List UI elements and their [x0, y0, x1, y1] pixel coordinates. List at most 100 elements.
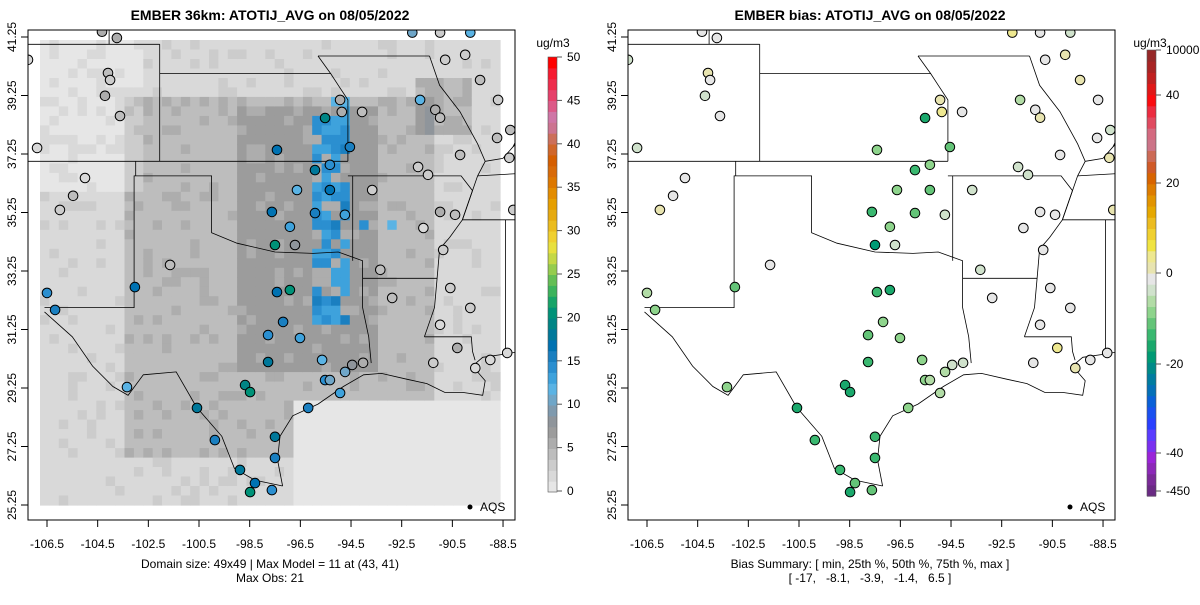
- model-cell: [180, 419, 191, 430]
- model-cell: [340, 163, 351, 174]
- model-cell: [340, 334, 351, 345]
- model-cell: [321, 448, 332, 459]
- model-cell: [312, 343, 323, 354]
- model-cell: [471, 115, 482, 126]
- model-cell: [302, 267, 313, 278]
- model-cell: [443, 87, 454, 98]
- model-cell: [143, 353, 154, 364]
- model-cell: [443, 495, 454, 506]
- model-cell: [86, 239, 97, 250]
- model-cell: [349, 391, 360, 402]
- model-cell: [340, 438, 351, 449]
- model-cell: [359, 343, 370, 354]
- model-cell: [481, 49, 492, 60]
- model-cell: [331, 457, 341, 468]
- model-cell: [218, 438, 229, 449]
- model-cell: [77, 419, 88, 430]
- model-cell: [133, 419, 144, 430]
- model-cell: [490, 429, 501, 440]
- model-cell: [209, 381, 219, 392]
- model-cell: [340, 78, 351, 89]
- model-cell: [312, 78, 323, 89]
- bias-station-marker: [944, 141, 956, 153]
- model-cell: [293, 381, 304, 392]
- obs-station-marker: [104, 74, 116, 86]
- model-cell: [40, 391, 50, 402]
- model-cell: [133, 429, 144, 440]
- model-cell: [133, 476, 144, 487]
- model-cell: [406, 429, 417, 440]
- model-cell: [396, 40, 407, 51]
- colorbar-swatch: [548, 350, 557, 362]
- model-cell: [424, 267, 435, 278]
- model-cell: [302, 49, 313, 60]
- model-cell: [77, 115, 88, 126]
- model-cell: [133, 410, 144, 421]
- model-cell: [255, 438, 266, 449]
- model-cell: [58, 40, 69, 51]
- bias-station-marker: [1118, 347, 1128, 357]
- model-cell: [359, 391, 370, 402]
- state-boundary: [1024, 336, 1076, 361]
- model-cell: [96, 210, 107, 221]
- model-cell: [105, 334, 116, 345]
- model-cell: [387, 277, 398, 288]
- model-cell: [490, 115, 501, 126]
- model-cell: [368, 144, 379, 155]
- colorbar-tick-label: 20: [567, 310, 581, 324]
- model-cell: [49, 438, 60, 449]
- model-cell: [312, 239, 323, 250]
- model-cell: [490, 448, 501, 459]
- obs-station-marker: [67, 190, 79, 202]
- model-cell: [190, 153, 201, 164]
- model-cell: [246, 296, 257, 307]
- model-cell: [133, 457, 144, 468]
- model-cell: [152, 115, 163, 126]
- colorbar-swatch: [548, 67, 557, 80]
- model-cell: [368, 400, 379, 411]
- obs-station-marker: [324, 184, 336, 196]
- model-cell: [105, 362, 116, 373]
- model-cell: [471, 96, 482, 107]
- model-cell: [406, 362, 417, 373]
- model-cell: [331, 296, 341, 307]
- model-cell: [378, 495, 388, 506]
- model-cell: [406, 87, 417, 98]
- x-tick-label: -96.5: [887, 537, 915, 551]
- model-cell: [387, 353, 398, 364]
- model-cell: [68, 429, 79, 440]
- model-cell: [340, 191, 351, 202]
- model-cell: [481, 115, 492, 126]
- model-cell: [321, 125, 332, 136]
- model-cell: [378, 153, 388, 164]
- model-cell: [255, 400, 266, 411]
- model-cell: [331, 267, 341, 278]
- model-cell: [293, 495, 304, 506]
- model-cell: [237, 353, 248, 364]
- model-cell: [490, 125, 501, 136]
- model-cell: [77, 153, 88, 164]
- model-cell: [40, 78, 50, 89]
- model-cell: [349, 429, 360, 440]
- model-cell: [453, 305, 464, 316]
- model-cell: [180, 334, 191, 345]
- colorbar-swatch: [1147, 150, 1156, 162]
- colorbar-swatch: [548, 241, 557, 254]
- model-cell: [246, 220, 257, 231]
- model-cell: [133, 448, 144, 459]
- colorbar-swatch: [548, 437, 557, 449]
- model-cell: [359, 457, 370, 468]
- obs-station-marker: [324, 374, 336, 386]
- model-cell: [209, 495, 219, 506]
- model-cell: [162, 78, 172, 89]
- model-cell: [96, 334, 107, 345]
- model-cell: [462, 144, 473, 155]
- model-cell: [415, 438, 426, 449]
- model-cell: [340, 419, 351, 430]
- model-cell: [58, 296, 69, 307]
- model-cell: [190, 144, 201, 155]
- obs-station-marker: [244, 486, 256, 498]
- state-boundary: [1024, 55, 1086, 337]
- model-cell: [443, 220, 454, 231]
- model-cell: [471, 210, 482, 221]
